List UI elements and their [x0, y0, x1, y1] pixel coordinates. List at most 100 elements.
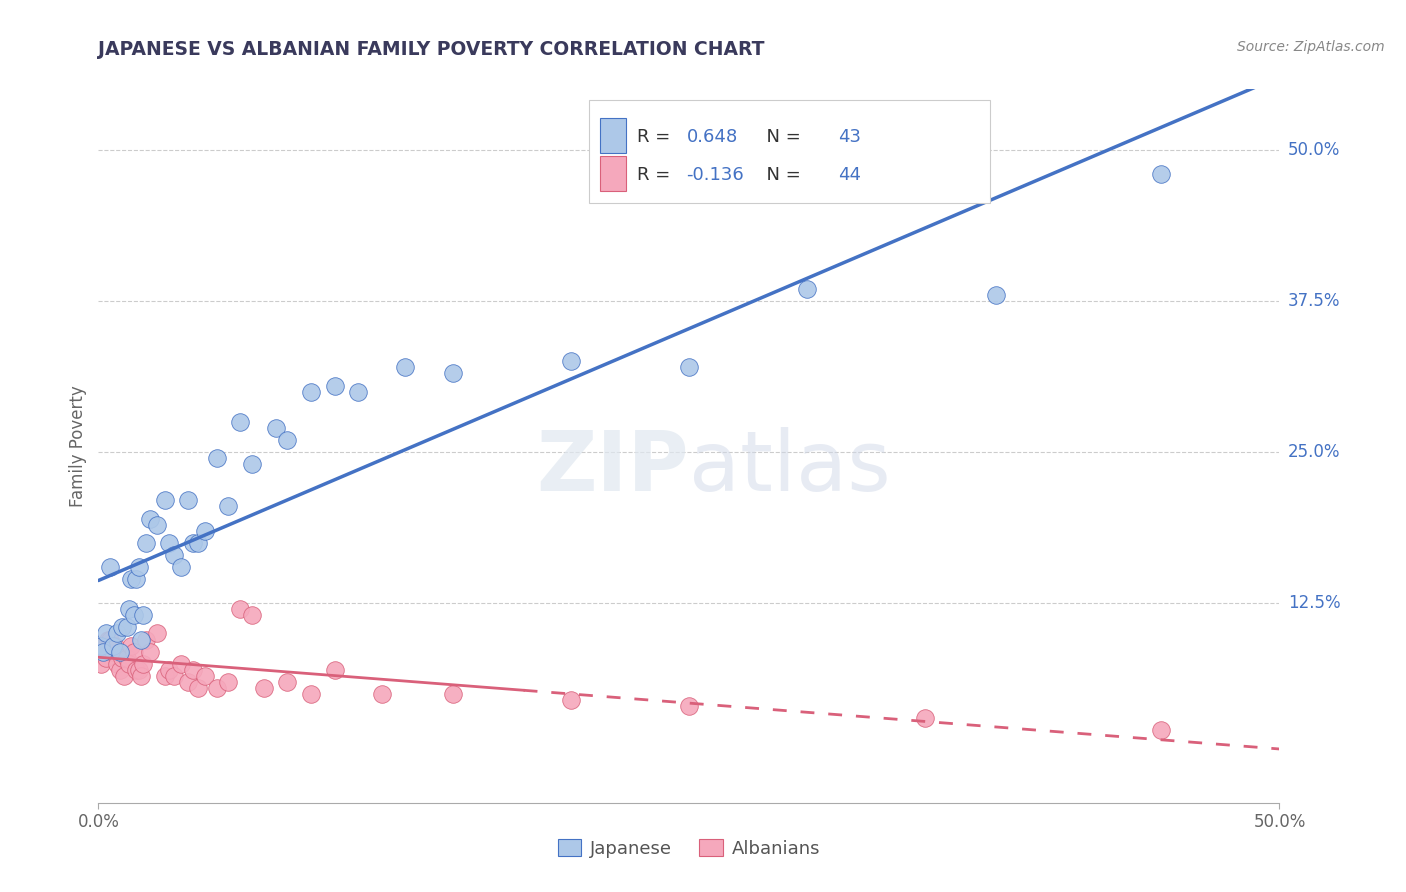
Point [323, 663, 346, 677]
Point [229, 602, 252, 616]
Point [163, 669, 186, 683]
Point [678, 699, 700, 714]
Point [276, 433, 298, 447]
Point [91, 639, 114, 653]
Point [153, 493, 176, 508]
Point [984, 288, 1007, 302]
Point [1150, 167, 1173, 181]
Text: 37.5%: 37.5% [1288, 292, 1340, 310]
Point [122, 645, 145, 659]
Point [139, 511, 162, 525]
Point [90, 639, 112, 653]
Point [115, 620, 138, 634]
Point [132, 608, 155, 623]
Point [121, 639, 143, 653]
Point [94, 626, 117, 640]
Point [111, 620, 134, 634]
Point [441, 687, 464, 701]
Point [115, 650, 138, 665]
Point [187, 681, 209, 695]
Text: Source: ZipAtlas.com: Source: ZipAtlas.com [1237, 40, 1385, 54]
Bar [600, 156, 626, 191]
Point [118, 657, 141, 671]
Point [104, 639, 127, 653]
Point [101, 645, 124, 659]
Point [105, 626, 128, 640]
Point [347, 384, 370, 399]
Point [98, 560, 121, 574]
Point [153, 669, 176, 683]
Point [170, 560, 193, 574]
Point [181, 663, 204, 677]
Point [146, 517, 169, 532]
Point [299, 687, 322, 701]
Text: atlas: atlas [689, 427, 890, 508]
Text: R =: R = [637, 166, 676, 184]
Point [125, 663, 148, 677]
Text: R =: R = [637, 128, 676, 146]
Text: N =: N = [755, 128, 807, 146]
Point [129, 669, 152, 683]
Point [560, 354, 582, 368]
Point [111, 650, 134, 665]
Point [97, 632, 120, 647]
Point [253, 681, 276, 695]
Point [371, 687, 394, 701]
Legend: Japanese, Albanians: Japanese, Albanians [550, 832, 828, 865]
Point [194, 669, 217, 683]
Point [394, 360, 416, 375]
Point [678, 360, 700, 375]
Point [796, 282, 818, 296]
Point [90, 657, 112, 671]
Point [112, 669, 135, 683]
Point [163, 548, 186, 562]
Point [122, 608, 145, 623]
Point [94, 650, 117, 665]
Point [323, 378, 346, 392]
Point [146, 626, 169, 640]
Text: 0.648: 0.648 [686, 128, 738, 146]
Point [187, 535, 209, 549]
Text: -0.136: -0.136 [686, 166, 744, 184]
Point [139, 645, 162, 659]
Text: 12.5%: 12.5% [1288, 594, 1340, 612]
Text: 25.0%: 25.0% [1288, 443, 1340, 461]
Point [105, 657, 128, 671]
Point [177, 493, 200, 508]
Point [299, 384, 322, 399]
Point [157, 663, 180, 677]
Point [98, 632, 121, 647]
Point [128, 560, 150, 574]
Bar [600, 119, 626, 153]
Point [441, 367, 464, 381]
Point [118, 602, 141, 616]
Text: 43: 43 [838, 128, 860, 146]
Point [135, 632, 157, 647]
Point [121, 572, 143, 586]
Point [194, 524, 217, 538]
Point [217, 674, 239, 689]
Point [132, 657, 155, 671]
Text: N =: N = [755, 166, 807, 184]
Point [91, 645, 114, 659]
Point [108, 645, 131, 659]
Text: 44: 44 [838, 166, 860, 184]
Text: JAPANESE VS ALBANIAN FAMILY POVERTY CORRELATION CHART: JAPANESE VS ALBANIAN FAMILY POVERTY CORR… [98, 40, 765, 59]
Point [181, 535, 204, 549]
Point [240, 457, 263, 471]
Point [560, 693, 582, 707]
FancyBboxPatch shape [589, 100, 990, 203]
Point [217, 500, 239, 514]
Point [229, 415, 252, 429]
Point [125, 572, 148, 586]
Point [240, 608, 263, 623]
Point [128, 663, 150, 677]
Point [1150, 723, 1173, 738]
Point [205, 451, 228, 466]
Point [177, 674, 200, 689]
Text: 50.0%: 50.0% [1288, 141, 1340, 159]
Point [170, 657, 193, 671]
Point [108, 663, 131, 677]
Point [264, 421, 287, 435]
Point [205, 681, 228, 695]
